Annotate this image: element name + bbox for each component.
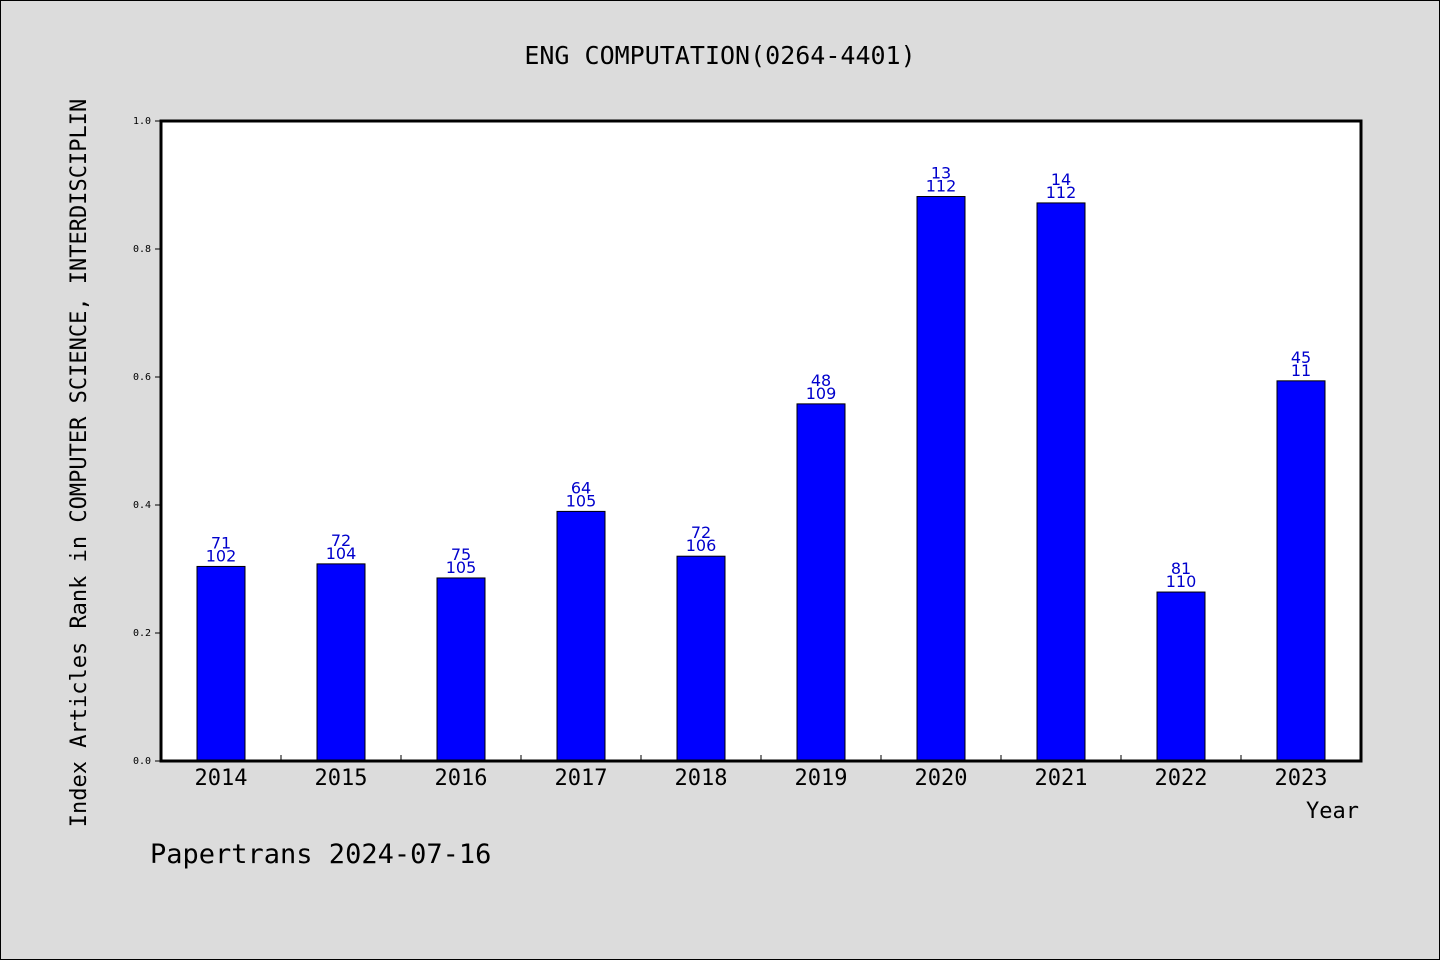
- data-label-top: 14: [1051, 170, 1071, 189]
- footer-text: Papertrans 2024-07-16: [150, 839, 491, 870]
- data-label-top: 13: [931, 164, 951, 183]
- plot-frame: [159, 119, 1363, 763]
- data-label-bottom: 112: [926, 177, 957, 196]
- y-tick-label: 0.4: [133, 500, 151, 511]
- data-label-top: 48: [811, 371, 831, 390]
- bar-2018: [676, 555, 726, 762]
- data-label-bottom: 102: [206, 546, 237, 565]
- bar-2019: [796, 403, 846, 762]
- bar-2015: [316, 563, 366, 762]
- bar-2014: [196, 565, 246, 762]
- data-label-bottom: 104: [326, 544, 357, 563]
- bar-2020: [916, 196, 966, 762]
- y-tick-label: 0.8: [133, 244, 151, 255]
- y-tick-label: 0.6: [133, 372, 151, 383]
- x-tick-label: 2018: [675, 766, 728, 791]
- x-tick-label: 2017: [555, 766, 608, 791]
- data-label-bottom: 105: [446, 558, 477, 577]
- data-label-top: 81: [1171, 559, 1191, 578]
- x-tick-label: 2019: [795, 766, 848, 791]
- data-label-bottom: 110: [1166, 572, 1197, 591]
- data-label-bottom: 11: [1291, 361, 1311, 380]
- data-label-top: 71: [211, 533, 231, 552]
- data-label-top: 64: [571, 478, 591, 497]
- bar-2016: [436, 577, 486, 762]
- x-tick-label: 2016: [435, 766, 488, 791]
- data-label-bottom: 105: [566, 491, 597, 510]
- y-tick-label: 0.0: [133, 756, 151, 767]
- chart-title: ENG COMPUTATION(0264-4401): [524, 41, 915, 70]
- x-tick-label: 2014: [195, 766, 248, 791]
- bar-2022: [1156, 591, 1206, 762]
- bar-2017: [556, 510, 606, 762]
- data-label-bottom: 112: [1046, 183, 1077, 202]
- bar-2023: [1276, 380, 1326, 762]
- y-axis-label: Index Articles Rank in COMPUTER SCIENCE,…: [67, 99, 92, 827]
- x-tick-label: 2015: [315, 766, 368, 791]
- x-tick-label: 2022: [1155, 766, 1208, 791]
- bar-2021: [1036, 202, 1086, 762]
- x-axis-label: Year: [1306, 799, 1359, 824]
- x-tick-label: 2020: [915, 766, 968, 791]
- data-label-top: 45: [1291, 348, 1311, 367]
- data-label-bottom: 106: [686, 536, 717, 555]
- y-tick-label: 1.0: [133, 116, 151, 127]
- data-label-top: 72: [331, 531, 351, 550]
- data-label-bottom: 109: [806, 384, 837, 403]
- x-tick-label: 2023: [1275, 766, 1328, 791]
- data-label-top: 75: [451, 545, 471, 564]
- x-tick-label: 2021: [1035, 766, 1088, 791]
- y-tick-label: 0.2: [133, 628, 151, 639]
- data-label-top: 72: [691, 523, 711, 542]
